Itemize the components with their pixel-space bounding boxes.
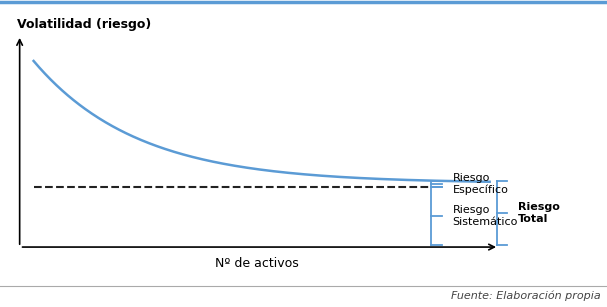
Text: Riesgo
Total: Riesgo Total (518, 202, 560, 223)
Text: Nº de activos: Nº de activos (215, 257, 299, 270)
Text: Volatilidad (riesgo): Volatilidad (riesgo) (18, 18, 152, 31)
Text: Fuente: Elaboración propia: Fuente: Elaboración propia (451, 290, 601, 301)
Text: Riesgo
Sistemático: Riesgo Sistemático (452, 205, 518, 227)
Text: Riesgo
Específico: Riesgo Específico (452, 173, 508, 195)
